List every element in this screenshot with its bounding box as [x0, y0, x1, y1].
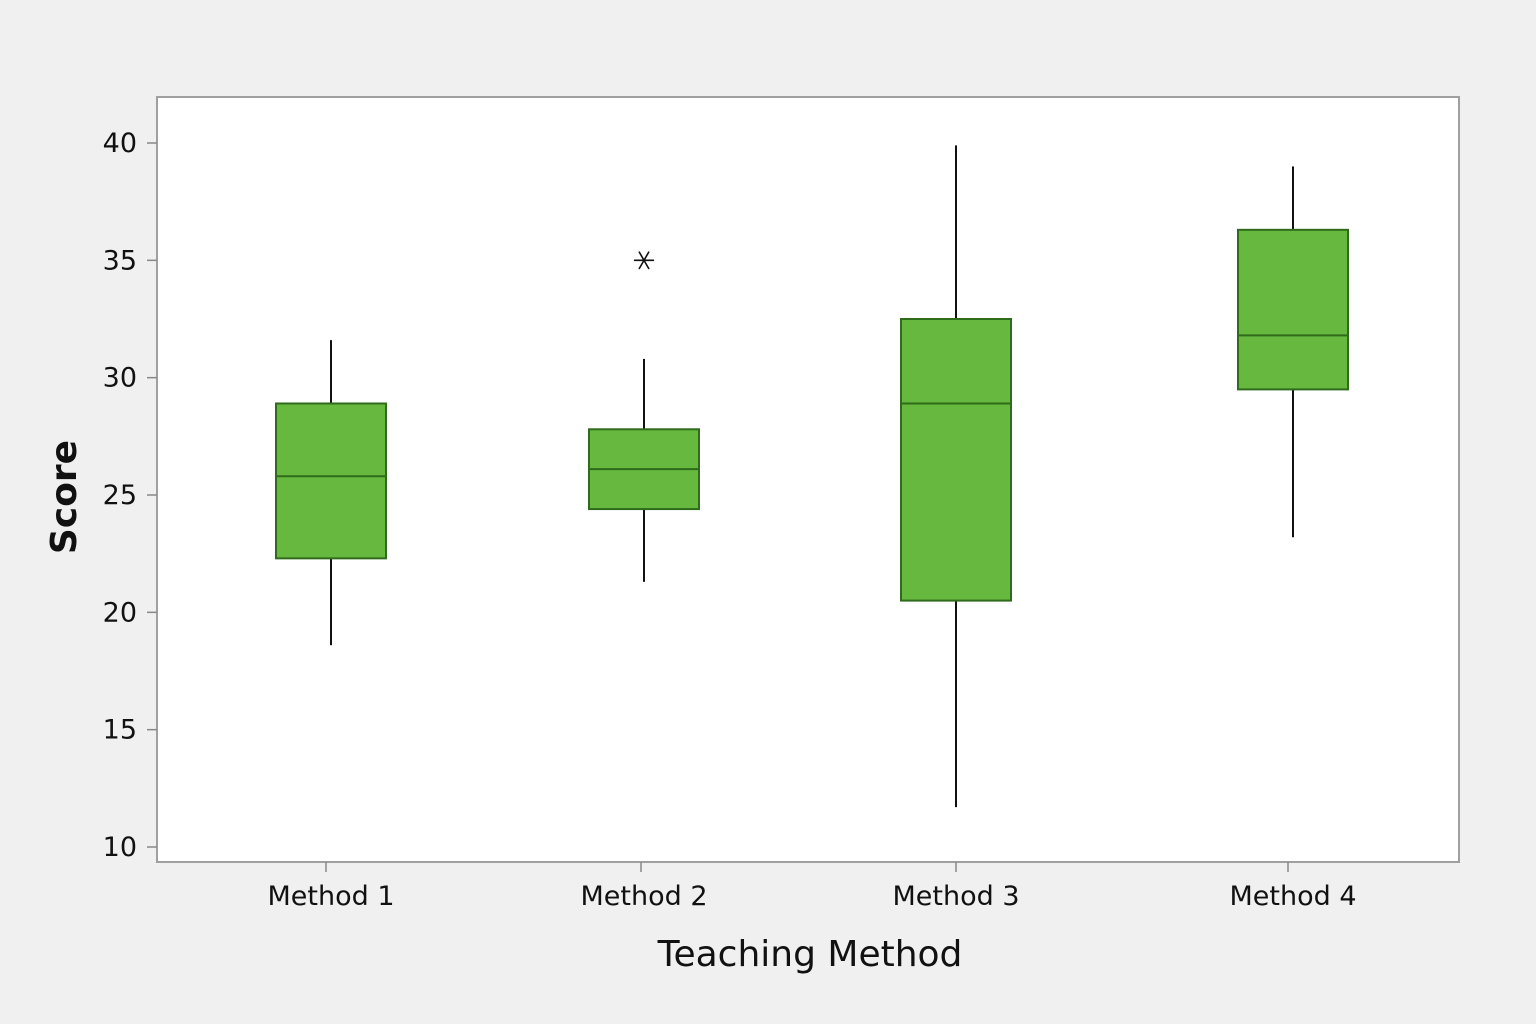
y-tick-label: 20 [103, 597, 137, 628]
y-tick-label: 40 [103, 128, 137, 159]
box-2 [588, 251, 700, 582]
x-tick-label: Method 1 [267, 881, 394, 912]
x-axis: Method 1 Method 2 Method 3 Method 4 [267, 862, 1357, 912]
y-tick-label: 15 [103, 715, 137, 746]
y-axis: 10 15 20 25 30 35 40 [103, 128, 157, 863]
iqr-box [275, 402, 387, 560]
x-tick-label: Method 2 [580, 881, 707, 912]
iqr-box [900, 318, 1012, 602]
y-tick-label: 35 [103, 245, 137, 276]
y-tick-label: 25 [103, 480, 137, 511]
box-1 [275, 340, 387, 646]
box-4 [1237, 166, 1349, 538]
x-tick-label: Method 4 [1229, 881, 1356, 912]
y-tick-label: 30 [103, 363, 137, 394]
y-axis-title: Score [44, 440, 85, 554]
box-3 [900, 145, 1012, 808]
boxes [275, 145, 1349, 808]
iqr-box [1237, 228, 1349, 391]
x-axis-title: Teaching Method [657, 934, 963, 975]
x-tick-label: Method 3 [892, 881, 1019, 912]
y-tick-label: 10 [103, 832, 137, 863]
outlier-marker [634, 251, 654, 270]
